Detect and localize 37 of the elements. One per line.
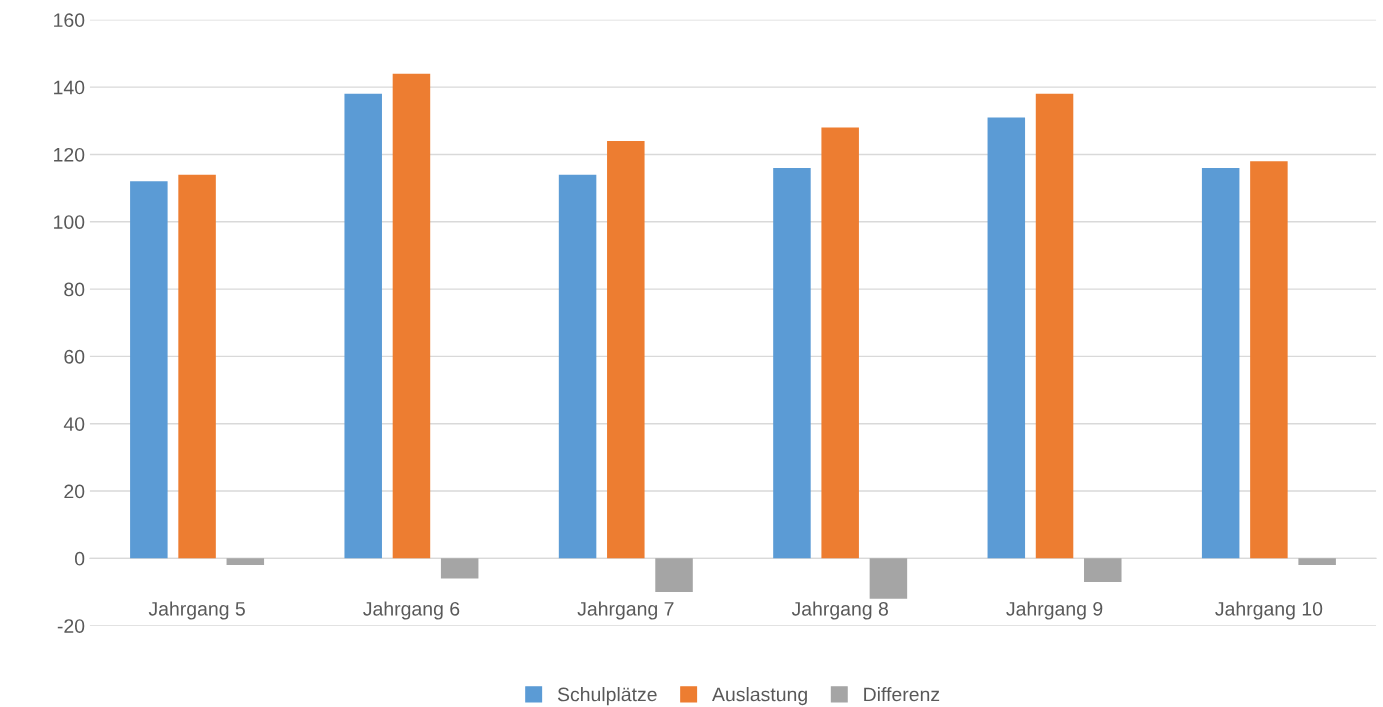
x-tick-label: Jahrgang 10 (1215, 601, 1323, 620)
x-tick-label: Jahrgang 5 (148, 601, 245, 620)
bar (1201, 167, 1240, 559)
bar (130, 181, 168, 559)
bar (440, 558, 479, 579)
bar (1250, 161, 1288, 559)
bar (869, 558, 908, 599)
bar (655, 558, 693, 593)
y-tick-label: 20 (64, 484, 85, 499)
legend-label: Differenz (864, 687, 940, 702)
bar (558, 174, 597, 559)
y-tick-label: 80 (64, 282, 85, 297)
x-tick-label: Jahrgang 6 (363, 601, 460, 620)
bar (392, 73, 431, 559)
bar (773, 167, 811, 559)
y-tick-label: 100 (54, 215, 85, 229)
x-tick-label: Jahrgang 7 (577, 601, 674, 620)
bar (1035, 93, 1074, 559)
y-tick-label: 160 (54, 13, 85, 28)
bar (987, 117, 1026, 559)
y-tick-label: 60 (64, 349, 85, 364)
y-tick-label: 40 (63, 417, 85, 431)
bar (178, 174, 216, 559)
x-tick-label: Jahrgang 9 (1006, 601, 1103, 620)
legend-label: Auslastung (712, 687, 807, 706)
bar (344, 93, 382, 559)
bar (821, 127, 859, 559)
y-tick-label: 0 (74, 551, 85, 566)
bar (607, 140, 645, 559)
bar (1298, 558, 1336, 566)
bar (226, 558, 265, 566)
x-tick-label: Jahrgang 8 (791, 601, 888, 620)
legend-label: Schulplätze (557, 687, 657, 706)
y-tick-label: 140 (54, 80, 85, 95)
bar (1084, 558, 1122, 582)
y-tick-label: -20 (57, 619, 85, 633)
y-tick-label: 120 (54, 147, 85, 162)
